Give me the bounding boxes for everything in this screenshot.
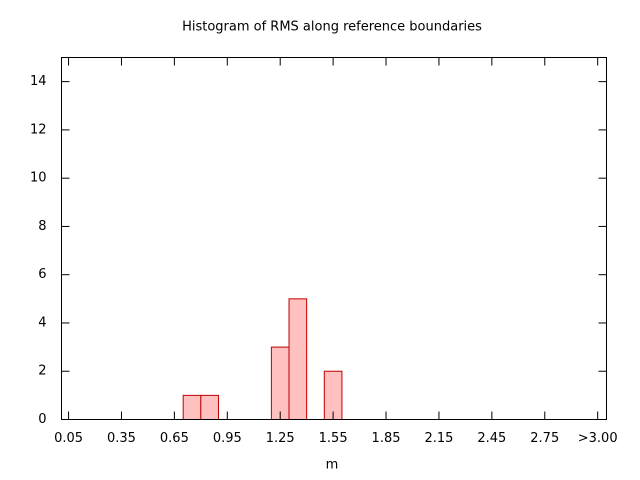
x-tick-label: 0.05 [54, 431, 83, 446]
y-tick-label: 0 [38, 412, 46, 427]
x-tick-label: 1.85 [372, 431, 401, 446]
x-tick-label: 0.95 [213, 431, 242, 446]
y-tick-label: 4 [38, 315, 46, 330]
x-tick-label: 0.35 [107, 431, 136, 446]
bar [182, 394, 202, 421]
bar [270, 346, 290, 421]
bar [288, 298, 308, 421]
x-tick-label: 2.15 [424, 431, 453, 446]
bar [200, 394, 219, 421]
y-tick-label: 8 [38, 219, 46, 234]
x-axis-label: m [326, 458, 339, 473]
x-tick-label: >3.00 [578, 431, 618, 446]
y-tick-label: 12 [30, 122, 47, 137]
x-tick-label: 0.65 [160, 431, 189, 446]
y-tick-label: 10 [30, 171, 47, 186]
y-tick-label: 6 [38, 267, 46, 282]
x-tick-label: 1.25 [266, 431, 295, 446]
x-tick-label: 1.55 [319, 431, 348, 446]
chart-title: Histogram of RMS along reference boundar… [182, 20, 482, 35]
plot [182, 298, 343, 421]
x-tick-label: 2.75 [530, 431, 559, 446]
y-tick-label: 14 [30, 74, 47, 89]
y-tick-label: 2 [38, 364, 46, 379]
plot-frame [61, 57, 607, 420]
x-tick-label: 2.45 [477, 431, 506, 446]
